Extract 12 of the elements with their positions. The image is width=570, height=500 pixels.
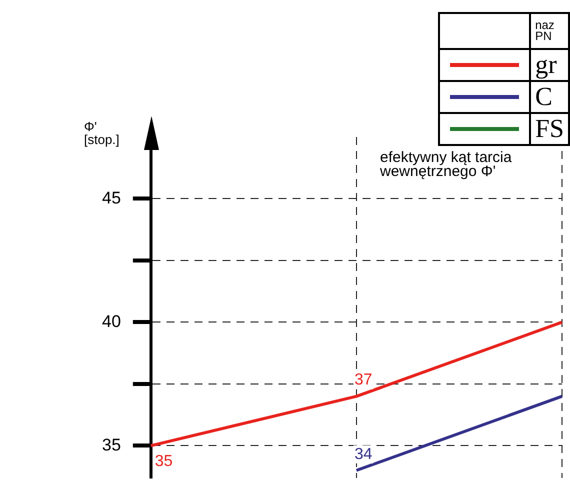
y-axis-title: Φ' [stop.]: [84, 119, 120, 147]
y-tick-label: 45: [102, 188, 121, 208]
data-label: 34: [354, 446, 372, 463]
data-label: 35: [154, 453, 173, 470]
data-label: 37: [354, 372, 372, 389]
legend-title: naz PN: [530, 13, 569, 49]
y-tick-label: 40: [102, 312, 121, 331]
y-tick-label: 35: [102, 435, 121, 454]
annotation: efektywny kąt tarcia wewnętrznego Φ': [380, 149, 512, 180]
legend-label: FS: [530, 113, 569, 145]
legend-label: C: [530, 81, 569, 113]
legend-label: gr: [530, 49, 569, 81]
